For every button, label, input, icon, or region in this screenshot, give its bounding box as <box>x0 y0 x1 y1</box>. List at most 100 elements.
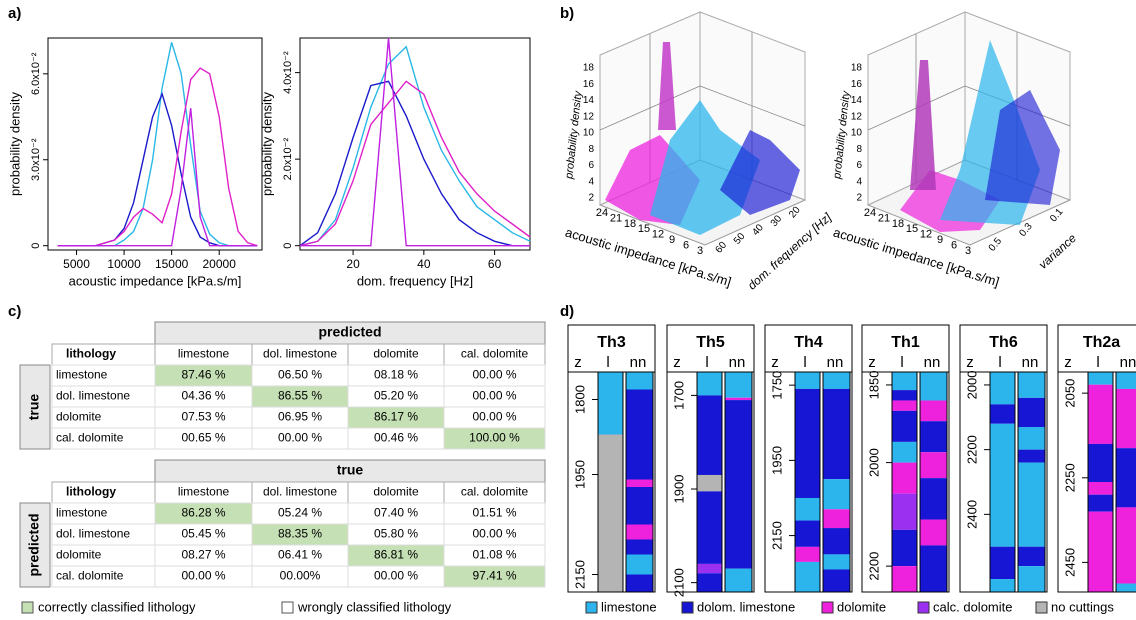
z-axis-label: probability density <box>831 89 852 180</box>
lithology-interval <box>1018 546 1045 567</box>
density-line <box>57 67 258 247</box>
well-header <box>567 324 656 373</box>
z-tick-label: 14 <box>583 95 595 106</box>
y-tick-label: 0 <box>30 243 42 249</box>
y-tick-label: 0 <box>282 243 294 249</box>
column-header: cal. dolomite <box>461 485 529 499</box>
lithology-interval <box>920 452 947 479</box>
table-cell-text: limestone <box>56 368 108 382</box>
legend-label: limestone <box>601 599 657 614</box>
lithology-interval <box>795 520 820 547</box>
table-cell <box>443 427 546 450</box>
x-tick-label: 9 <box>937 234 943 246</box>
lithology-interval <box>697 395 722 475</box>
table-cell-text: 86.28 % <box>181 506 225 520</box>
table-cell-text: 86.17 % <box>374 410 418 424</box>
lithology-interval <box>725 372 752 398</box>
x-tick-label: 12 <box>652 229 664 241</box>
lithology-interval <box>920 421 947 453</box>
table-cell-text: 00.46 % <box>374 431 418 445</box>
column-header: dolomite <box>373 485 419 499</box>
x-tick-label: 6 <box>951 239 957 251</box>
lithology-interval <box>1018 427 1045 450</box>
table-cell-text: 01.51 % <box>472 506 516 520</box>
lithology-interval <box>892 390 917 401</box>
lithology-interval <box>892 493 917 530</box>
lithology-interval <box>990 372 1015 405</box>
x-tick-label: 18 <box>892 218 904 230</box>
table-cell-text: 00.00 % <box>181 569 225 583</box>
column-name: nn <box>1022 354 1039 371</box>
table-cell-text: 00.00 % <box>472 410 516 424</box>
table-cell-text: cal. dolomite <box>56 431 124 445</box>
lithology-interval <box>1088 511 1113 592</box>
x-tick-label: 21 <box>878 212 890 224</box>
column-name: l <box>705 354 708 371</box>
depth-tick-label: 2200 <box>866 552 881 581</box>
lithology-interval <box>697 573 722 592</box>
depth-tick-label: 1900 <box>671 475 686 504</box>
y-tick-label: 0.5 <box>987 236 1005 254</box>
lithology-interval <box>920 478 947 520</box>
lithology-interval <box>1116 372 1136 389</box>
track-border <box>794 371 821 593</box>
track-border <box>1017 371 1046 593</box>
x-tick-label: 24 <box>864 207 876 219</box>
lithology-interval <box>1088 372 1113 385</box>
table-cell-text: 06.41 % <box>278 548 322 562</box>
table-cell-text: 08.18 % <box>374 368 418 382</box>
lithology-interval <box>1018 397 1045 427</box>
y-axis-label: probability density <box>259 91 274 196</box>
x-tick-label: 40 <box>417 257 431 271</box>
lithology-interval <box>1018 566 1045 592</box>
table-cell-text: dol. limestone <box>56 389 130 403</box>
surface-plot-left <box>598 11 807 246</box>
lithology-interval <box>1088 443 1113 482</box>
column-header: dol. limestone <box>263 485 337 499</box>
lithology-interval <box>892 400 917 411</box>
side-label-cell <box>19 364 51 450</box>
side-label-cell <box>19 502 51 588</box>
lithology-interval <box>823 569 850 592</box>
x-tick-label: 5000 <box>63 257 90 271</box>
track-border <box>1087 371 1114 593</box>
lithology-interval <box>892 462 917 494</box>
z-tick-label: 8 <box>856 144 862 155</box>
depth-tick-label: 1750 <box>769 371 784 400</box>
lithology-interval <box>990 404 1015 424</box>
table-cell-text: 06.95 % <box>278 410 322 424</box>
legend-label: dolom. limestone <box>697 599 795 614</box>
column-name: z <box>966 354 974 371</box>
density-line <box>300 37 530 247</box>
lithology-interval <box>892 566 917 592</box>
table-cell-text: 05.80 % <box>374 527 418 541</box>
z-tick-label: 6 <box>588 160 594 171</box>
depth-tick-label: 2400 <box>964 500 979 529</box>
column-name: l <box>900 354 903 371</box>
depth-tick-label: 2000 <box>964 370 979 399</box>
lithology-interval <box>920 400 947 422</box>
lithology-interval <box>1088 494 1113 512</box>
lithology-interval <box>823 509 850 529</box>
track-border <box>625 371 654 593</box>
well-header <box>764 324 853 373</box>
lithology-interval <box>626 554 653 575</box>
column-header: lithology <box>66 485 116 499</box>
z-tick-label: 18 <box>583 63 595 74</box>
track-border <box>919 371 948 593</box>
legend-label: no cuttings <box>1051 599 1114 614</box>
column-header: limestone <box>178 485 230 499</box>
surface-plot-right <box>866 11 1072 246</box>
lithology-interval <box>823 554 850 570</box>
column-header: lithology <box>66 347 116 361</box>
lithology-interval <box>823 479 850 510</box>
z-tick-label: 2 <box>856 193 862 204</box>
table-cell-text: limestone <box>56 506 108 520</box>
track-border <box>724 371 753 593</box>
table-cell-text: 08.27 % <box>181 548 225 562</box>
panel-label: a) <box>8 5 21 22</box>
table-cell-text: cal. dolomite <box>56 569 124 583</box>
density-line <box>57 42 258 247</box>
lithology-interval <box>920 519 947 546</box>
lithology-interval <box>697 563 722 574</box>
